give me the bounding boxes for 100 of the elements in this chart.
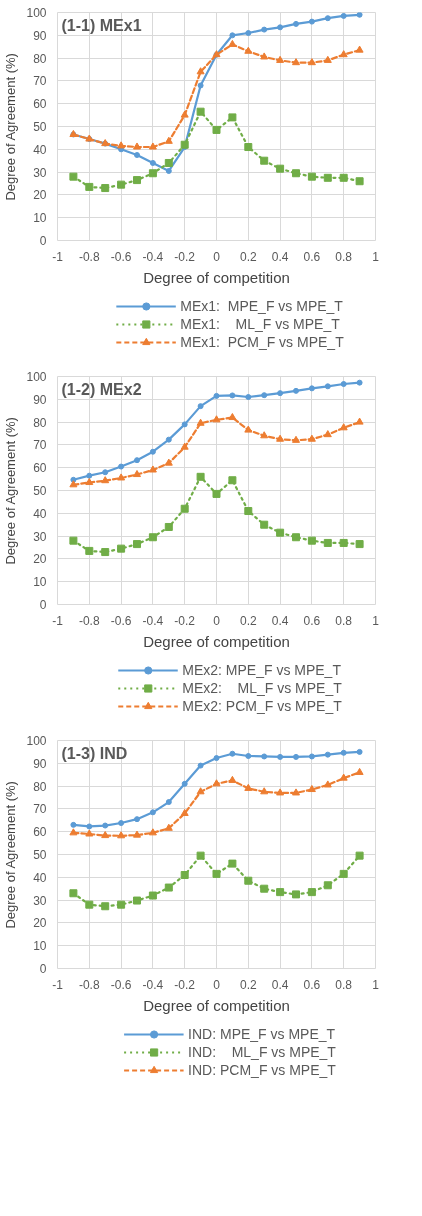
y-tick-label: 70 xyxy=(33,74,47,89)
x-tick-label: 0.4 xyxy=(271,249,289,264)
point xyxy=(148,169,157,178)
x-tick-label: 0.8 xyxy=(335,613,353,628)
point xyxy=(69,536,78,545)
point xyxy=(260,520,269,529)
point xyxy=(277,24,284,31)
point xyxy=(148,142,157,150)
point xyxy=(134,152,140,158)
point xyxy=(196,787,205,795)
point xyxy=(164,522,173,531)
point xyxy=(102,469,109,476)
point xyxy=(164,883,173,892)
point xyxy=(213,392,220,399)
point xyxy=(117,180,126,189)
point xyxy=(339,869,348,878)
point xyxy=(148,465,157,473)
point xyxy=(165,799,172,806)
point xyxy=(148,828,157,836)
point xyxy=(134,457,140,464)
x-tick-label: -0.4 xyxy=(142,249,164,264)
point xyxy=(245,753,252,759)
point xyxy=(356,379,363,386)
point xyxy=(276,528,285,537)
x-tick-label: 0.6 xyxy=(303,977,321,992)
point xyxy=(85,546,94,555)
point xyxy=(117,544,126,553)
x-tick-label: 1 xyxy=(372,249,380,264)
y-tick-label: 60 xyxy=(33,825,47,840)
point xyxy=(180,808,189,816)
point xyxy=(260,787,269,795)
point xyxy=(307,434,316,442)
point xyxy=(292,890,300,899)
point xyxy=(244,507,253,516)
point xyxy=(212,125,221,134)
point xyxy=(307,536,316,545)
point xyxy=(180,504,189,513)
point xyxy=(118,463,125,470)
x-tick-label: 0.8 xyxy=(335,977,353,992)
point xyxy=(181,780,188,787)
point xyxy=(307,58,316,66)
point xyxy=(117,141,126,149)
x-tick-label: 0.2 xyxy=(239,613,257,628)
point xyxy=(340,12,347,19)
point xyxy=(308,385,315,392)
y-tick-label: 30 xyxy=(33,529,47,544)
y-tick-label: 40 xyxy=(33,142,47,157)
y-tick-label: 80 xyxy=(33,415,47,430)
point xyxy=(229,750,236,757)
point xyxy=(148,891,157,900)
point xyxy=(293,387,299,394)
point xyxy=(292,435,300,443)
point xyxy=(229,32,236,39)
y-tick-label: 90 xyxy=(33,392,47,407)
point xyxy=(356,12,363,18)
point xyxy=(277,390,284,397)
point xyxy=(134,816,140,823)
y-tick-label: 0 xyxy=(39,962,47,976)
point xyxy=(101,902,110,911)
point xyxy=(293,753,299,760)
point xyxy=(339,50,348,58)
point xyxy=(340,749,347,756)
point xyxy=(276,888,285,897)
x-tick-label: 0.4 xyxy=(271,977,289,992)
point xyxy=(324,751,331,758)
point xyxy=(307,784,316,793)
y-tick-label: 20 xyxy=(33,188,47,203)
point xyxy=(292,533,300,542)
point xyxy=(244,46,253,54)
point xyxy=(292,58,300,66)
chart-title: (1-1) MEx1 xyxy=(61,16,142,34)
legend-label: MEx2: ML_F vs MPE_T xyxy=(182,680,342,696)
point xyxy=(69,828,78,836)
point xyxy=(196,418,205,426)
y-tick-label: 10 xyxy=(33,575,47,590)
legend-label: MEx2: MPE_F vs MPE_T xyxy=(182,662,341,678)
point xyxy=(212,779,221,787)
point xyxy=(307,172,316,181)
point xyxy=(293,20,299,27)
point xyxy=(277,753,284,760)
legend-label: IND: ML_F vs MPE_T xyxy=(188,1044,336,1060)
x-axis-title: Degree of competition xyxy=(143,996,290,1014)
point xyxy=(69,172,78,181)
point xyxy=(118,820,125,827)
legend-label: MEx1: PCM_F vs MPE_T xyxy=(180,334,344,350)
point xyxy=(355,767,364,775)
point xyxy=(339,773,348,781)
point xyxy=(70,476,77,483)
x-tick-label: 0 xyxy=(213,977,221,992)
point xyxy=(339,538,348,547)
point xyxy=(149,809,156,816)
point xyxy=(276,434,285,442)
point xyxy=(86,823,93,830)
point xyxy=(164,458,173,466)
x-axis-title: Degree of competition xyxy=(143,632,290,650)
point xyxy=(260,884,269,893)
y-tick-label: 80 xyxy=(33,51,47,66)
x-tick-label: -0.6 xyxy=(110,249,132,264)
point xyxy=(228,113,237,122)
point xyxy=(308,18,315,25)
